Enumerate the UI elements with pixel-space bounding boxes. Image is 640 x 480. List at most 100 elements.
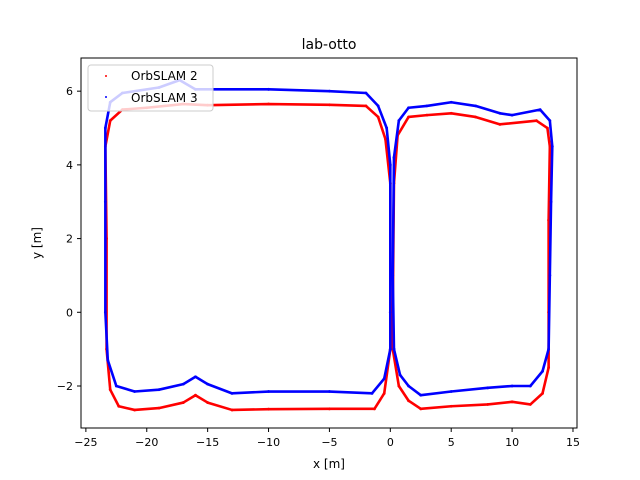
data-point [548,274,552,277]
data-point [419,393,423,397]
data-point [449,404,453,408]
data-point [133,408,136,412]
y-axis-label: y [m] [30,227,44,259]
y-axis: −2 0 2 4 6 [57,85,81,393]
data-point [547,366,551,369]
data-point [382,391,386,395]
data-point [541,369,544,373]
data-point [541,391,544,395]
data-point [407,106,410,110]
data-point [397,119,401,123]
y-tick-label: 4 [66,159,73,172]
data-point [498,122,502,126]
data-point [157,388,161,392]
data-point [194,393,197,397]
legend-marker-orbslam3 [105,96,107,98]
data-point [267,102,270,106]
data-point [206,401,210,404]
data-point [103,126,107,130]
data-point [549,200,553,204]
data-point [388,310,392,314]
data-point [550,145,554,148]
data-point [449,100,453,104]
data-point [103,310,107,314]
data-point [398,373,402,377]
data-point [407,384,410,388]
legend: OrbSLAM 2 OrbSLAM 3 [87,64,214,112]
data-point [133,390,136,393]
data-point [267,407,270,411]
data-point [449,390,453,393]
data-point [546,126,549,130]
x-tick-label: −15 [196,436,219,449]
data-point [328,407,331,411]
chart-title: lab-otto [302,37,357,53]
axes-frame [80,57,578,429]
data-point [106,358,110,362]
data-point [103,200,107,204]
data-point [194,375,197,379]
data-point [547,218,551,222]
data-point [181,401,185,404]
data-point [114,384,118,388]
data-point [498,111,502,115]
data-point [385,126,389,130]
data-point [328,390,331,393]
data-point [382,377,386,381]
x-tick-label: 15 [566,436,580,449]
legend-marker-orbslam2 [105,75,107,77]
data-point [547,347,551,351]
data-point [388,163,392,167]
x-tick-label: −5 [321,436,337,449]
x-axis-label: x [m] [313,457,345,471]
data-point [108,119,112,123]
y-tick-label: 0 [66,306,73,319]
data-point [388,347,392,351]
data-point [267,87,270,91]
data-point [548,119,552,123]
legend-box [87,64,214,112]
data-point [376,115,380,119]
data-point [486,403,490,406]
x-axis: −25 −20 −15 −10 −5 0 5 10 15 [74,428,580,449]
data-point [117,404,121,408]
plot-area [103,78,554,412]
y-tick-label: 6 [66,85,73,98]
data-point [407,399,410,403]
data-point [397,384,401,388]
data-point [328,103,331,107]
y-tick-label: 2 [66,233,73,246]
x-tick-label: −20 [135,436,158,449]
data-point [230,391,234,395]
x-tick-label: −25 [74,436,97,449]
data-point [376,104,380,108]
data-point [328,89,331,93]
data-point [230,408,234,412]
data-point [206,382,210,386]
data-point [364,104,368,108]
data-point [407,115,410,119]
y-tick-label: −2 [57,380,73,393]
data-point [419,407,423,411]
data-point [392,156,396,159]
data-point [474,115,477,119]
x-tick-label: 10 [505,436,519,449]
data-point [510,400,514,404]
trajectory-line-2 [391,111,552,411]
data-point [392,347,396,351]
data-point [370,391,374,395]
data-point [528,403,532,406]
data-point [425,113,429,117]
legend-label-orbslam3: OrbSLAM 3 [131,91,198,105]
data-point [157,406,161,410]
data-point [391,274,395,277]
data-point [181,382,185,386]
x-tick-label: 0 [387,436,394,449]
data-point [373,407,376,411]
data-point [474,104,477,108]
data-point [425,104,429,108]
data-point [384,137,387,141]
data-point [449,111,453,115]
data-point [510,384,514,388]
